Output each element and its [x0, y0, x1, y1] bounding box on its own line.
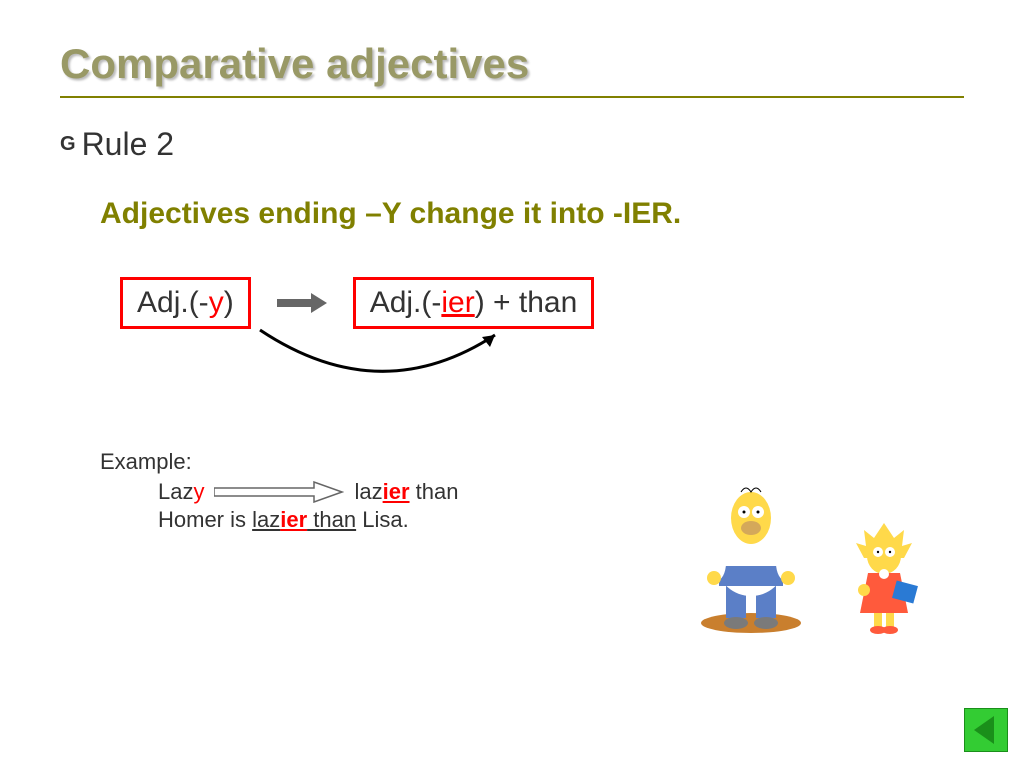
- subtitle-row: G Rule 2: [60, 126, 964, 163]
- title-underline: [60, 96, 964, 98]
- box1-suffix: ): [224, 286, 234, 319]
- box1-y: y: [209, 286, 224, 319]
- formula-row: Adj.(-y) Adj.(-ier) + than: [120, 277, 964, 329]
- rule-text: Adjectives ending –Y change it into -IER…: [100, 197, 964, 231]
- box2-ier: ier: [441, 286, 474, 319]
- formula-box-source: Adj.(-y): [120, 277, 251, 329]
- lisa-icon: [844, 518, 924, 638]
- arrow-right-icon: [277, 293, 327, 313]
- rule-number: Rule 2: [82, 126, 175, 163]
- g-label: G: [60, 133, 76, 156]
- ex1-result: lazier than: [354, 479, 458, 505]
- slide-title: Comparative adjectives: [60, 40, 964, 88]
- curved-arrow-icon: [250, 325, 510, 385]
- formula-box-target: Adj.(-ier) + than: [353, 277, 595, 329]
- ex1-word: Lazy: [158, 479, 204, 505]
- example-label: Example:: [100, 449, 964, 475]
- characters-illustration: [686, 478, 924, 638]
- arrow-outline-icon: [214, 481, 344, 503]
- nav-back-button[interactable]: [964, 708, 1008, 752]
- box1-prefix: Adj.(-: [137, 286, 209, 319]
- homer-icon: [686, 478, 816, 638]
- box2-prefix: Adj.(-: [370, 286, 442, 319]
- box2-suffix: ) + than: [475, 286, 578, 319]
